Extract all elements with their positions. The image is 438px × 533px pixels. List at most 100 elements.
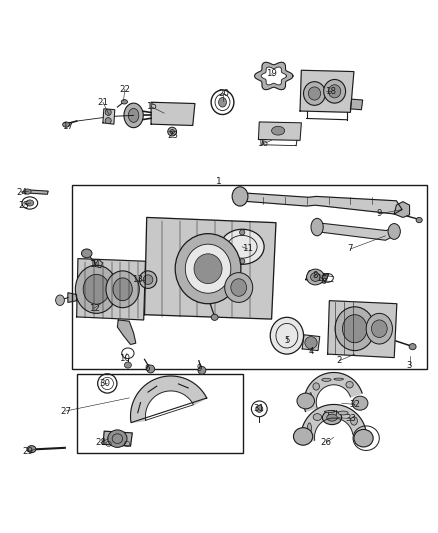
Polygon shape (258, 122, 301, 140)
Ellipse shape (297, 393, 314, 409)
Text: 4: 4 (308, 348, 314, 357)
Ellipse shape (26, 200, 34, 206)
Text: 20: 20 (218, 89, 229, 98)
Polygon shape (77, 259, 145, 320)
Ellipse shape (24, 189, 31, 194)
Polygon shape (328, 301, 397, 358)
Polygon shape (394, 201, 410, 217)
Ellipse shape (240, 259, 245, 264)
Ellipse shape (220, 229, 264, 264)
Text: 9: 9 (197, 364, 202, 373)
Ellipse shape (313, 414, 321, 421)
Text: 18: 18 (325, 87, 336, 96)
Polygon shape (68, 293, 77, 302)
Polygon shape (145, 217, 276, 319)
Text: 29: 29 (22, 447, 33, 456)
Text: 7: 7 (348, 245, 353, 254)
Bar (72, 185, 427, 369)
Text: 22: 22 (119, 85, 131, 94)
Ellipse shape (143, 275, 153, 285)
Text: 10: 10 (316, 274, 328, 283)
Ellipse shape (322, 378, 331, 381)
Ellipse shape (225, 273, 253, 302)
Ellipse shape (270, 317, 304, 354)
Ellipse shape (324, 411, 335, 413)
Bar (77, 374, 243, 453)
Ellipse shape (366, 313, 392, 344)
Ellipse shape (124, 103, 143, 128)
Ellipse shape (128, 108, 139, 123)
Text: 5: 5 (284, 336, 290, 345)
Text: 32: 32 (349, 400, 360, 409)
Ellipse shape (231, 279, 247, 296)
Ellipse shape (147, 365, 155, 373)
Ellipse shape (170, 130, 174, 134)
Text: 13: 13 (132, 275, 144, 284)
Text: 21: 21 (97, 98, 109, 107)
Ellipse shape (305, 336, 317, 349)
Text: 6: 6 (144, 364, 149, 373)
Text: 1: 1 (216, 176, 222, 185)
Text: 2: 2 (337, 356, 342, 365)
Ellipse shape (307, 423, 311, 433)
Ellipse shape (328, 85, 341, 98)
Ellipse shape (83, 274, 110, 304)
Ellipse shape (124, 362, 131, 368)
Ellipse shape (324, 79, 346, 103)
Polygon shape (239, 193, 402, 214)
Ellipse shape (311, 219, 323, 236)
Text: 27: 27 (60, 407, 71, 416)
Ellipse shape (211, 314, 218, 320)
Ellipse shape (322, 410, 342, 425)
Ellipse shape (240, 230, 245, 235)
Text: 11: 11 (242, 245, 253, 254)
Text: 16: 16 (257, 139, 268, 148)
Text: 3: 3 (407, 360, 412, 369)
Polygon shape (301, 405, 366, 442)
Text: 8: 8 (313, 271, 318, 280)
Ellipse shape (75, 265, 117, 313)
Ellipse shape (388, 223, 400, 239)
Ellipse shape (185, 244, 231, 293)
Ellipse shape (113, 278, 132, 301)
Ellipse shape (139, 271, 157, 288)
Polygon shape (131, 376, 207, 423)
Text: 30: 30 (99, 379, 111, 389)
Text: 10: 10 (119, 354, 131, 363)
Polygon shape (315, 223, 394, 240)
Ellipse shape (409, 344, 416, 350)
Polygon shape (117, 320, 136, 344)
Polygon shape (302, 335, 320, 351)
Polygon shape (103, 109, 115, 124)
Ellipse shape (63, 122, 70, 127)
Ellipse shape (81, 249, 92, 258)
Polygon shape (350, 99, 363, 110)
Ellipse shape (327, 414, 337, 421)
Ellipse shape (310, 393, 312, 402)
Ellipse shape (307, 269, 324, 285)
Ellipse shape (219, 98, 226, 107)
Ellipse shape (175, 233, 241, 304)
Ellipse shape (354, 430, 373, 447)
Ellipse shape (121, 100, 127, 104)
Ellipse shape (272, 126, 285, 135)
Ellipse shape (346, 382, 353, 388)
Ellipse shape (335, 307, 374, 351)
Text: 19: 19 (266, 69, 277, 78)
Text: 26: 26 (321, 438, 332, 447)
Ellipse shape (338, 411, 348, 415)
Ellipse shape (105, 118, 111, 124)
Polygon shape (254, 62, 293, 90)
Ellipse shape (293, 427, 313, 445)
Text: 9: 9 (376, 209, 381, 219)
Polygon shape (26, 190, 48, 194)
Polygon shape (103, 431, 132, 446)
Ellipse shape (350, 417, 357, 425)
Ellipse shape (27, 446, 36, 453)
Ellipse shape (56, 295, 64, 305)
Polygon shape (94, 260, 102, 268)
Text: 23: 23 (167, 131, 179, 140)
Ellipse shape (311, 273, 320, 281)
Ellipse shape (308, 87, 321, 100)
Ellipse shape (198, 366, 206, 374)
